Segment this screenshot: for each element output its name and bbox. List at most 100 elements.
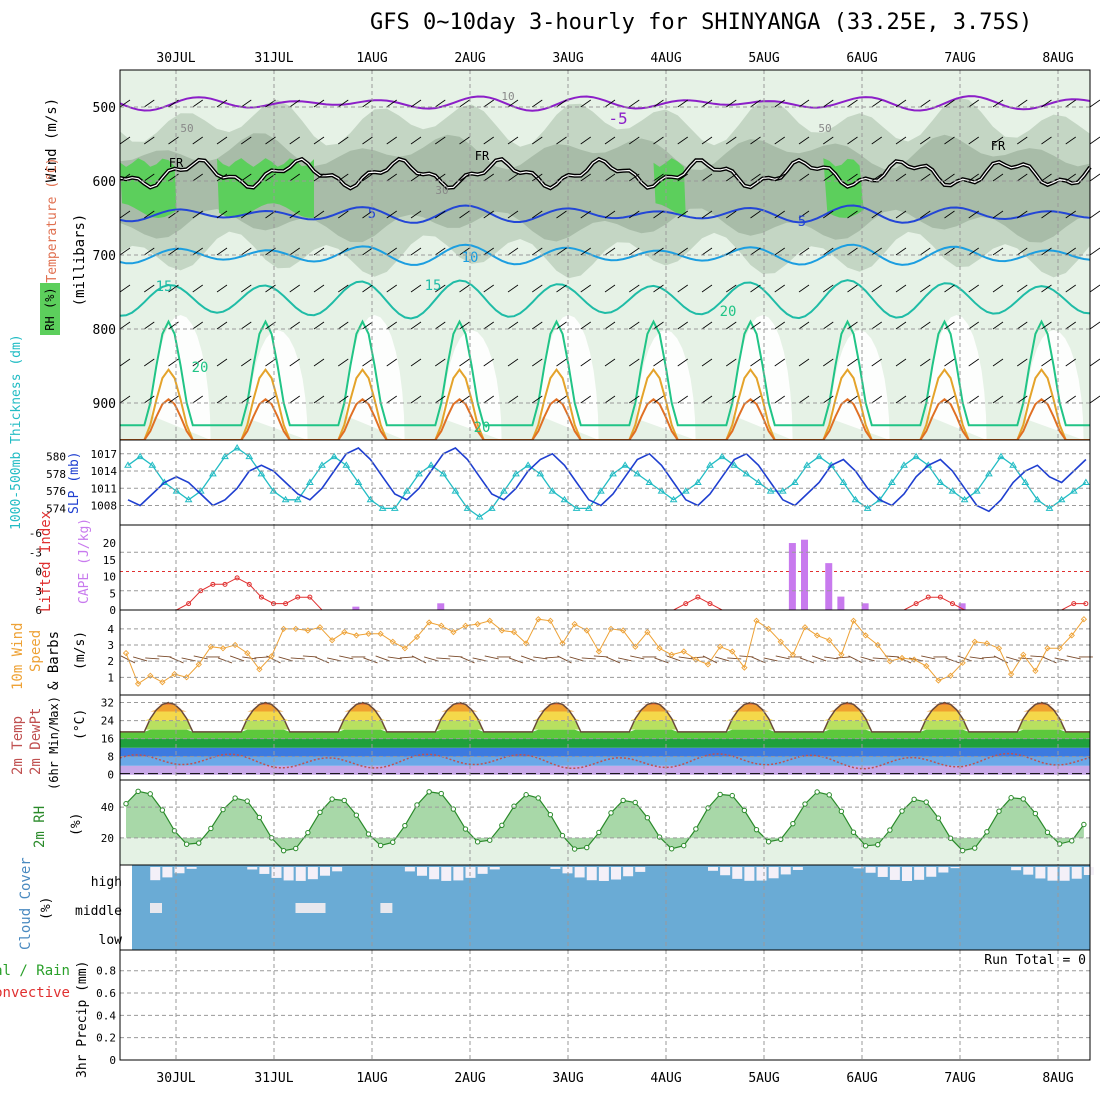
wind-barb — [944, 247, 955, 256]
wind-barb — [435, 321, 446, 330]
rh2m-marker — [183, 841, 190, 847]
cloud-gap — [708, 867, 718, 871]
rh2m-marker — [353, 812, 360, 818]
wind-speed-marker — [668, 651, 675, 658]
date-tick-top: 7AUG — [944, 51, 975, 66]
wind-speed-marker — [741, 664, 748, 671]
wind-barb — [726, 395, 737, 404]
wind-barb — [556, 395, 567, 404]
wind-speed-marker — [413, 633, 421, 641]
wind-barb — [1065, 247, 1076, 256]
rh2m-marker — [462, 826, 469, 832]
li-tick: 0 — [35, 566, 42, 579]
date-tick-bottom: 1AUG — [356, 1071, 387, 1086]
thickness-marker — [209, 469, 217, 477]
precip-axis-label: 3hr Precip (mm) — [75, 961, 90, 1078]
wind-speed-marker — [1020, 651, 1027, 658]
wind-speed-marker — [219, 645, 227, 652]
wind-barb — [241, 321, 252, 330]
wind-speed-marker — [547, 617, 554, 624]
wind-barb — [507, 321, 519, 330]
wind-speed-marker — [304, 627, 312, 634]
wind-barb — [144, 99, 155, 108]
rh2m-marker — [826, 792, 832, 798]
freezing-level-inner — [119, 158, 1091, 189]
rh-dry-lobe — [151, 315, 211, 440]
temp-band — [120, 729, 1090, 739]
wind-barb — [580, 210, 591, 219]
wind-barb — [629, 136, 640, 145]
precip-tick: 0 — [109, 1054, 116, 1067]
wind-barb-10m — [363, 657, 378, 664]
cape-bar — [825, 563, 833, 610]
temp-tick: 24 — [101, 715, 115, 728]
wind-barb — [192, 99, 203, 108]
day-gridlines — [175, 950, 1059, 1060]
wind-barb — [532, 136, 543, 145]
wind-barb — [1041, 173, 1052, 182]
li-tick: 3 — [35, 585, 42, 598]
pressure-tick-label: 800 — [93, 323, 116, 338]
wind-speed-marker — [280, 625, 287, 633]
wind-speed-marker — [474, 620, 481, 628]
rh2m-marker — [474, 839, 481, 845]
cape-bar — [352, 606, 360, 610]
wind-barb-10m — [715, 656, 730, 662]
wind-speed-marker — [583, 627, 590, 634]
wind-barb-10m — [702, 655, 718, 664]
wind-speed-marker — [425, 619, 433, 626]
wind-barb — [459, 321, 470, 330]
wind-barb — [847, 99, 858, 108]
rh2m-marker — [693, 826, 699, 832]
rh2m-marker — [1069, 838, 1075, 844]
thickness-marker — [960, 495, 969, 503]
wind-speed-marker — [510, 628, 518, 636]
cloud-gap — [247, 867, 258, 870]
wind-barb — [1017, 358, 1028, 367]
wind-barb — [629, 247, 640, 256]
cape-axis-label: CAPE (J/kg) — [77, 518, 92, 604]
cloud-gap — [853, 867, 864, 869]
wind-barb — [944, 210, 955, 219]
thickness-marker — [669, 495, 678, 503]
wind-barb-10m — [848, 655, 863, 664]
wind-barb — [629, 173, 640, 182]
wind-barb — [435, 395, 446, 404]
thickness-marker — [293, 495, 302, 503]
wind-barb — [823, 395, 834, 404]
thickness-tick: 574 — [46, 502, 66, 515]
thickness-marker — [281, 495, 290, 503]
wind-barb — [289, 395, 300, 404]
wind-speed-marker — [535, 616, 542, 623]
cape-tick: 10 — [103, 571, 116, 584]
wind-barb — [701, 136, 713, 145]
thickness-marker — [900, 461, 908, 468]
wind-barb-10m — [157, 655, 172, 658]
wind-barb — [920, 247, 931, 256]
wind-barb — [435, 358, 446, 367]
contour-label: 50 — [818, 122, 831, 135]
day-gridlines — [175, 695, 1059, 780]
temp-contour-5 — [119, 204, 1091, 224]
wind-barb — [944, 358, 955, 367]
rh-legend-swatch — [40, 283, 60, 335]
wind-barb — [192, 247, 203, 256]
wind-barb — [774, 358, 785, 367]
contour-label: 20 — [192, 360, 209, 376]
wind-barb — [701, 358, 713, 367]
wind-barb — [968, 210, 979, 219]
wind-barb — [726, 99, 737, 108]
wind-barb — [168, 99, 179, 108]
slp-axis-label: SLP (mb) — [67, 451, 82, 514]
thickness-marker — [863, 504, 872, 511]
wind-barb — [726, 358, 737, 367]
wind-barb-10m — [411, 655, 427, 664]
wind-barb — [580, 173, 591, 182]
rh2m-marker — [280, 847, 287, 854]
rh2m-marker — [584, 844, 590, 851]
wind-barb — [604, 210, 616, 219]
date-tick-top: 1AUG — [356, 51, 387, 66]
wind-barb-10m — [605, 656, 621, 664]
wind-barb — [823, 284, 834, 293]
wind-speed-marker — [498, 627, 506, 634]
